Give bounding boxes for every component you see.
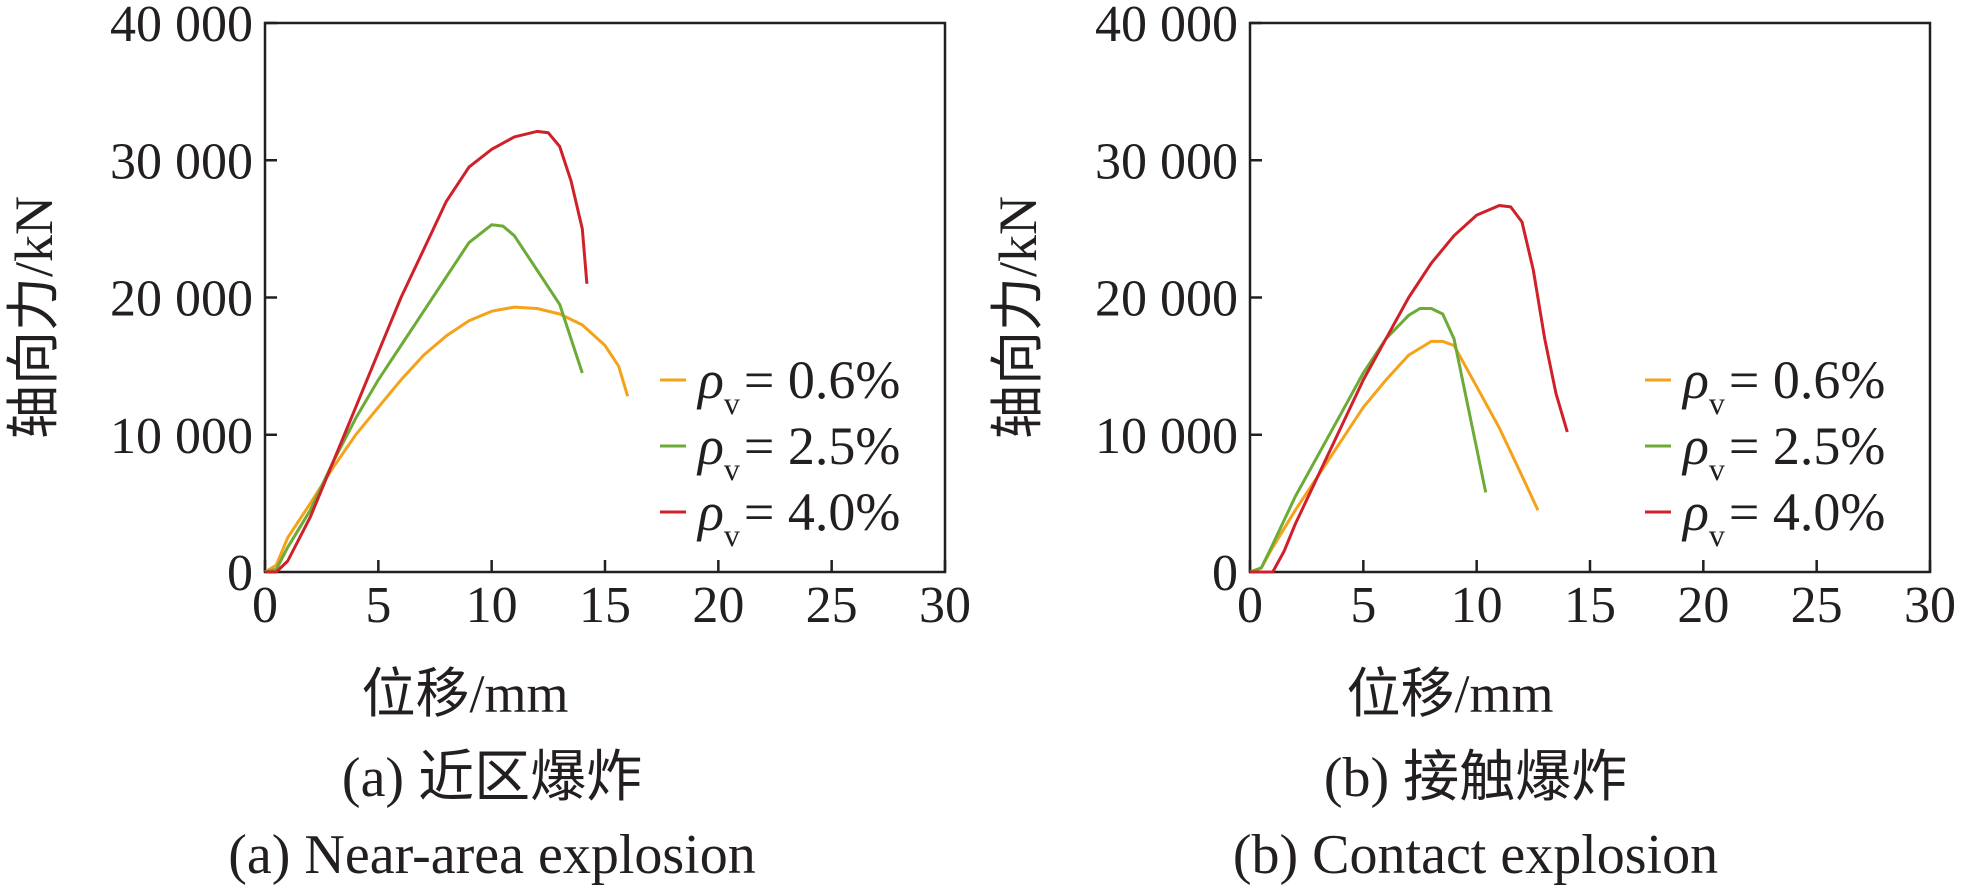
x-axis-label: 位移/mm: [1346, 664, 1553, 724]
x-tick-label: 10: [466, 577, 518, 634]
x-tick-label: 30: [1904, 577, 1956, 634]
x-tick-label: 20: [1677, 577, 1729, 634]
x-tick-label: 15: [1564, 577, 1616, 634]
chart-panel-b: 0 5 10 15 20 25 30 0 10 000 20 000 30 000 40 000 位移/…: [984, 0, 1967, 896]
y-tick-label: 30 000: [110, 133, 253, 190]
series-line: [265, 225, 582, 572]
series-line: [1250, 309, 1486, 573]
y-tick-label: 30 000: [1095, 133, 1238, 190]
y-tick-label: 0: [1212, 545, 1238, 602]
caption-cn-b: (b) 接触爆炸: [984, 750, 1967, 806]
legend-label: ρv= 2.5%: [1681, 416, 1885, 487]
x-tick-label: 0: [252, 577, 278, 634]
y-tick-label: 10 000: [110, 408, 253, 465]
legend-label: ρv= 4.0%: [696, 482, 900, 553]
x-tick-label: 15: [579, 577, 631, 634]
y-axis-label: 轴向力/kN: [988, 196, 1048, 439]
y-tick-label: 40 000: [1095, 0, 1238, 53]
y-tick-label: 40 000: [110, 0, 253, 53]
x-tick-label: 10: [1451, 577, 1503, 634]
x-tick-label: 5: [365, 577, 391, 634]
chart-panel-a: 0 5 10 15 20 25 30 0 10 000 20 000 30 000 40 000 位移/…: [0, 0, 984, 896]
legend-label: ρv= 0.6%: [696, 350, 900, 421]
x-tick-label: 30: [919, 577, 971, 634]
legend-label: ρv= 0.6%: [1681, 350, 1885, 421]
x-tick-label: 20: [692, 577, 744, 634]
caption-cn-a: (a) 近区爆炸: [0, 750, 984, 806]
series-line: [1250, 341, 1538, 572]
caption-en-b: (b) Contact explosion: [984, 827, 1967, 883]
legend-label: ρv= 4.0%: [1681, 482, 1885, 553]
x-tick-label: 25: [1791, 577, 1843, 634]
x-tick-label: 25: [806, 577, 858, 634]
legend-label: ρv= 2.5%: [696, 416, 900, 487]
y-tick-label: 10 000: [1095, 408, 1238, 465]
y-tick-label: 20 000: [1095, 271, 1238, 328]
x-tick-label: 0: [1237, 577, 1263, 634]
x-tick-label: 5: [1350, 577, 1376, 634]
y-tick-label: 20 000: [110, 271, 253, 328]
y-tick-label: 0: [227, 545, 253, 602]
y-axis-label: 轴向力/kN: [4, 196, 64, 439]
caption-en-a: (a) Near-area explosion: [0, 827, 984, 883]
x-axis-label: 位移/mm: [361, 664, 568, 724]
series-line: [1250, 206, 1567, 573]
